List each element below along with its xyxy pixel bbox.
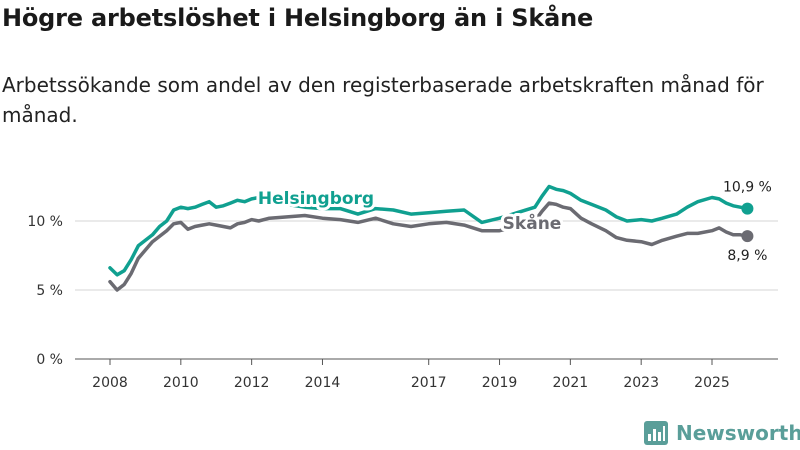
y-tick-label: 5 % [36,283,63,299]
x-tick-label: 2019 [482,375,518,391]
series-annotation: Helsingborg [258,189,374,209]
y-tick-label: 10 % [27,214,63,230]
x-tick-label: 2008 [92,375,128,391]
series-annotation-halo: Helsingborg [258,189,374,209]
series-line-helsingborg [108,184,750,277]
x-tick-label: 2025 [694,375,730,391]
chart-subtitle: Arbetssökande som andel av den registerb… [2,73,764,127]
series-line-skne [108,201,750,292]
chart-title: Högre arbetslöshet i Helsingborg än i Sk… [2,4,594,32]
series-annotation: Skåne [503,212,562,234]
bar-chart-logo-icon [644,421,668,445]
x-tick-label: 2017 [411,375,447,391]
end-point-marker [741,202,754,215]
brand-name: Newsworthy [676,421,800,445]
end-point-marker [741,230,754,243]
newsworthy-logo: Newsworthy [644,420,800,446]
x-tick-label: 2014 [305,375,341,391]
x-tick-label: 2021 [553,375,589,391]
x-tick-label: 2010 [163,375,199,391]
y-tick-label: 0 % [36,352,63,368]
end-value-label: 8,9 % [727,248,767,264]
end-value-label: 10,9 % [723,180,772,196]
series-annotation-halo: Skåne [503,212,562,234]
x-tick-label: 2012 [234,375,270,391]
x-tick-label: 2023 [623,375,659,391]
